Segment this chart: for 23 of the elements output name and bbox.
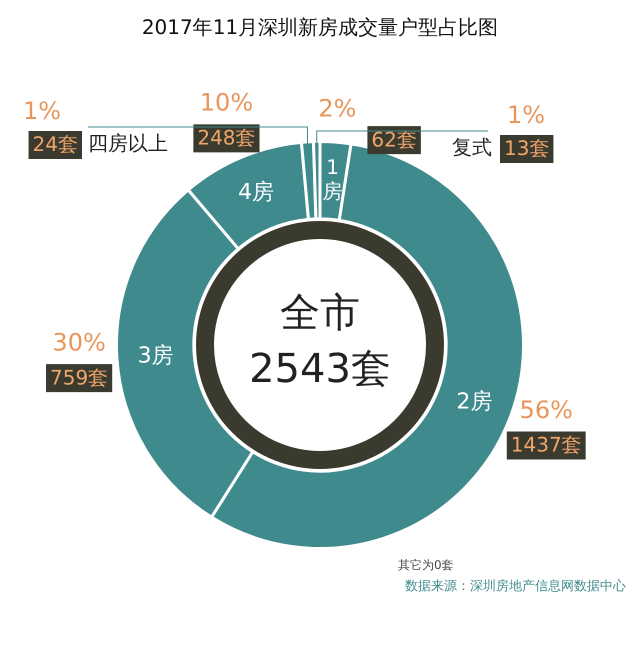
slice-label: 四房以上 <box>88 131 168 156</box>
text: 1% <box>22 97 62 126</box>
chart-title: 2017年11月深圳新房成交量户型占比图 <box>140 14 500 41</box>
slice-label: 1房 <box>322 154 343 203</box>
text: 其它为0套 <box>398 557 454 574</box>
data-label: 1437套 <box>510 432 582 457</box>
slice-label: 3房 <box>138 343 174 368</box>
data-label: 13套 <box>504 136 550 160</box>
source-note: 数据来源：深圳房地产信息网数据中心 <box>405 578 626 595</box>
text: 1% <box>506 101 546 130</box>
text: 56% <box>520 396 573 424</box>
slice-label: 复式 <box>452 135 492 160</box>
text: 10% <box>200 88 254 117</box>
data-label: 62套 <box>371 127 417 152</box>
data-label: 24套 <box>32 132 78 156</box>
slice-label: 4房 <box>238 180 274 205</box>
data-label: 759套 <box>50 365 108 390</box>
slice-label: 2房 <box>456 389 492 414</box>
text: 2% <box>318 94 356 122</box>
text: 30% <box>52 328 106 356</box>
text: 2543套 <box>248 345 392 394</box>
data-label: 248套 <box>197 126 256 150</box>
text: 全市 <box>279 289 361 338</box>
